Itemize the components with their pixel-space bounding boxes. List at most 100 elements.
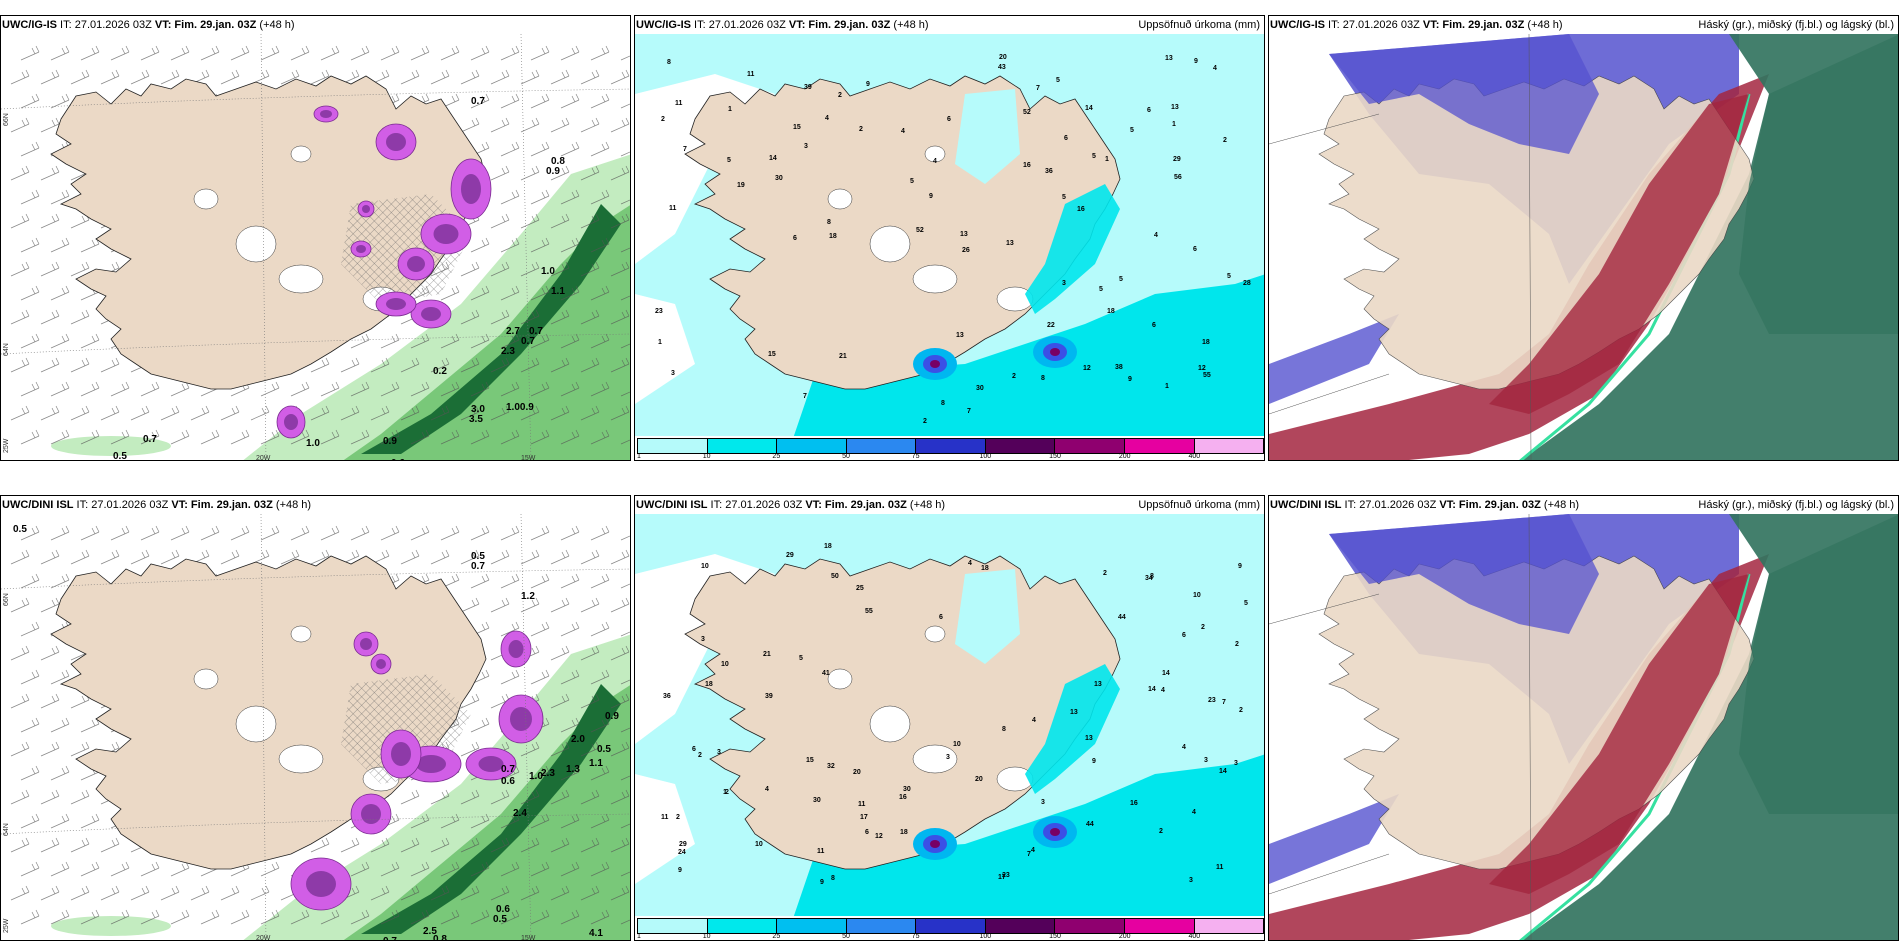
lat-label: 66N — [3, 593, 10, 606]
glacier — [278, 744, 324, 774]
value-label: 9 — [929, 193, 933, 200]
model-name: UWC/DINI ISL — [636, 499, 708, 511]
colorbar-label: 10 — [702, 933, 711, 940]
value-label: 2 — [661, 116, 665, 123]
value-label: 0.6 — [496, 904, 510, 915]
value-label: 23 — [1208, 697, 1216, 704]
value-label: 0.7 — [471, 96, 485, 107]
snow-core — [362, 205, 370, 213]
value-label: 4 — [901, 128, 905, 135]
colorbar-label: 75 — [911, 453, 920, 460]
lon-label: 15W — [521, 935, 536, 941]
graticule — [1269, 34, 1532, 460]
value-label: 5 — [1130, 127, 1134, 134]
value-label: 50 — [831, 573, 839, 580]
value-label: 52 — [916, 227, 924, 234]
colorbar-label: 150 — [1049, 453, 1061, 460]
value-label: 13 — [1094, 681, 1102, 688]
value-label: 0.7 — [501, 764, 515, 775]
value-label: 11 — [675, 100, 683, 107]
colorbar-label: 1 — [637, 453, 641, 460]
colorbar-cell — [707, 439, 778, 453]
precip-band-dark — [361, 204, 621, 454]
init-time: IT: 27.01.2026 03Z — [691, 19, 789, 31]
panel-header: UWC/DINI ISL IT: 27.01.2026 03Z VT: Fim.… — [636, 498, 1262, 512]
value-label: 8 — [1041, 375, 1045, 382]
colorbar-cell — [1124, 439, 1195, 453]
value-label: 15 — [806, 757, 814, 764]
value-label: 24 — [678, 849, 686, 856]
value-label: 5 — [1244, 600, 1248, 607]
value-label: 10 — [701, 563, 709, 570]
value-label: 9 — [678, 867, 682, 874]
colorbar: 1 10 25 50 75 100 150 200 400 — [635, 916, 1264, 940]
value-label: 0.7 — [521, 336, 535, 347]
value-label: 3 — [1189, 877, 1193, 884]
valid-time: VT: Fim. 29.jan. 03Z — [171, 499, 273, 511]
value-label: 4 — [1031, 847, 1035, 854]
precip-east — [1025, 664, 1120, 794]
value-label: 1 — [728, 106, 732, 113]
colorbar-cell — [1055, 439, 1125, 453]
glacier — [869, 225, 911, 263]
value-label: 14 — [1162, 670, 1170, 677]
value-label: 2.4 — [513, 808, 527, 819]
value-label: 30 — [903, 786, 911, 793]
colorbar-label: 400 — [1188, 933, 1201, 940]
value-label: 1.0 — [541, 266, 555, 277]
glacier — [290, 145, 312, 163]
init-time: IT: 27.01.2026 03Z — [57, 19, 155, 31]
value-label: 3 — [701, 636, 705, 643]
value-label: 4 — [933, 158, 937, 165]
value-label: 13 — [1070, 709, 1078, 716]
value-label: 2 — [923, 418, 927, 425]
valid-time: VT: Fim. 29.jan. 03Z — [805, 499, 907, 511]
value-label: 10 — [721, 661, 729, 668]
snow-core — [320, 110, 332, 118]
value-label: 32 — [827, 763, 835, 770]
value-label: 7 — [683, 146, 687, 153]
value-label: 1 — [1165, 383, 1169, 390]
value-label: 9 — [820, 879, 824, 886]
precip-north — [955, 89, 1020, 184]
value-label: 23 — [655, 308, 663, 315]
value-label: 6 — [1147, 107, 1151, 114]
glacier — [827, 188, 853, 210]
value-label: 18 — [1107, 308, 1115, 315]
value-label: 3.5 — [469, 414, 483, 425]
snow-core — [376, 659, 386, 669]
value-label: 26 — [962, 247, 970, 254]
value-label: 55 — [1203, 372, 1211, 379]
value-label: 11 — [817, 848, 825, 855]
value-label: 20 — [999, 54, 1007, 61]
lat-label: 64N — [3, 823, 10, 836]
value-label: 0.7 — [529, 326, 543, 337]
value-label: 22 — [1047, 322, 1055, 329]
value-label: 5 — [1092, 153, 1096, 160]
precip-patch — [51, 436, 171, 456]
snow-core — [461, 174, 481, 204]
colorbar-cell — [638, 919, 708, 933]
value-label: 4 — [968, 560, 972, 567]
colorbar-label: 25 — [772, 933, 781, 940]
precip-band-mid — [343, 205, 630, 460]
precip-spot-max — [1050, 828, 1060, 836]
value-label: 7 — [1036, 85, 1040, 92]
value-label: 1.00.9 — [506, 402, 534, 413]
value-label: 1.2 — [521, 591, 535, 602]
value-label: 4 — [1161, 687, 1165, 694]
colorbar-label: 10 — [702, 453, 711, 460]
panel-header: UWC/DINI ISL IT: 27.01.2026 03Z VT: Fim.… — [2, 498, 628, 512]
colorbar-cell — [916, 439, 986, 453]
value-label: 3 — [1062, 280, 1066, 287]
value-label: 12 — [1198, 365, 1206, 372]
value-label: 25 — [856, 585, 864, 592]
value-label: 12 — [875, 833, 883, 840]
value-label: 17 — [860, 814, 868, 821]
low-cloud — [1269, 794, 1399, 884]
value-label: 2 — [1235, 641, 1239, 648]
value-label: 23 — [1002, 872, 1010, 879]
colorbar-label: 200 — [1118, 933, 1131, 940]
value-label: 0.7 — [143, 434, 157, 445]
value-label: 4 — [765, 786, 769, 793]
